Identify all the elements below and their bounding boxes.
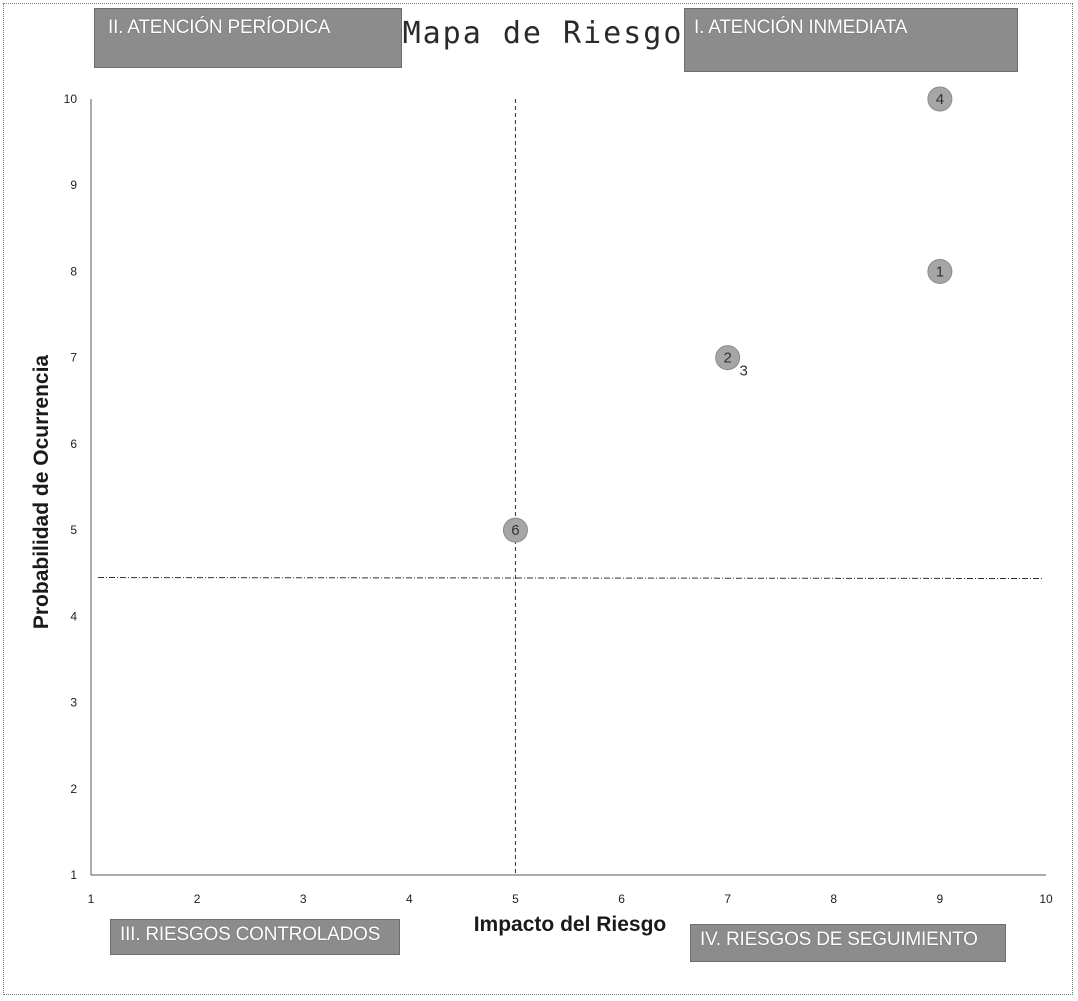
chart-title: Mapa de Riesgo — [402, 16, 684, 51]
data-point-label: 4 — [936, 91, 944, 108]
x-tick-label: 8 — [830, 892, 837, 906]
y-tick-label: 1 — [70, 868, 77, 882]
quadrant-label-bottom-right: IV. RIESGOS DE SEGUIMIENTO — [690, 924, 1006, 962]
y-axis-title: Probabilidad de Ocurrencia — [30, 354, 53, 630]
y-tick-label: 6 — [70, 437, 77, 451]
x-tick-label: 10 — [1039, 892, 1053, 906]
quadrant-label-top-left: II. ATENCIÓN PERÍODICA — [94, 8, 402, 68]
y-tick-label: 9 — [70, 178, 77, 192]
y-tick-label: 2 — [70, 782, 77, 796]
y-tick-label: 10 — [64, 92, 78, 106]
data-point-marker — [715, 345, 741, 371]
x-axis-title: Impacto del Riesgo — [473, 913, 667, 936]
x-tick-label: 6 — [618, 892, 625, 906]
quadrant-label-bottom-left: III. RIESGOS CONTROLADOS — [110, 919, 400, 955]
y-tick-label: 7 — [70, 351, 77, 365]
x-tick-label: 5 — [512, 892, 519, 906]
x-tick-label: 7 — [724, 892, 731, 906]
data-point-label: 2 — [723, 350, 731, 367]
x-tick-label: 1 — [88, 892, 95, 906]
data-point-label: 1 — [936, 263, 944, 280]
y-tick-label: 5 — [70, 523, 77, 537]
y-tick-label: 4 — [70, 609, 77, 623]
y-tick-label: 3 — [70, 696, 77, 710]
x-tick-label: 4 — [406, 892, 413, 906]
data-point-marker — [502, 517, 528, 543]
x-tick-label: 9 — [937, 892, 944, 906]
data-point-label: 3 — [739, 363, 747, 380]
x-tick-label: 2 — [194, 892, 201, 906]
chart-frame — [3, 3, 1073, 995]
y-tick-label: 8 — [70, 264, 77, 278]
data-point-marker — [927, 258, 953, 284]
data-point-label: 6 — [511, 522, 519, 539]
quadrant-label-top-right: I. ATENCIÓN INMEDIATA — [684, 8, 1018, 72]
x-tick-label: 3 — [300, 892, 307, 906]
data-point-marker — [927, 86, 953, 112]
divider-horizontal — [97, 577, 1043, 580]
